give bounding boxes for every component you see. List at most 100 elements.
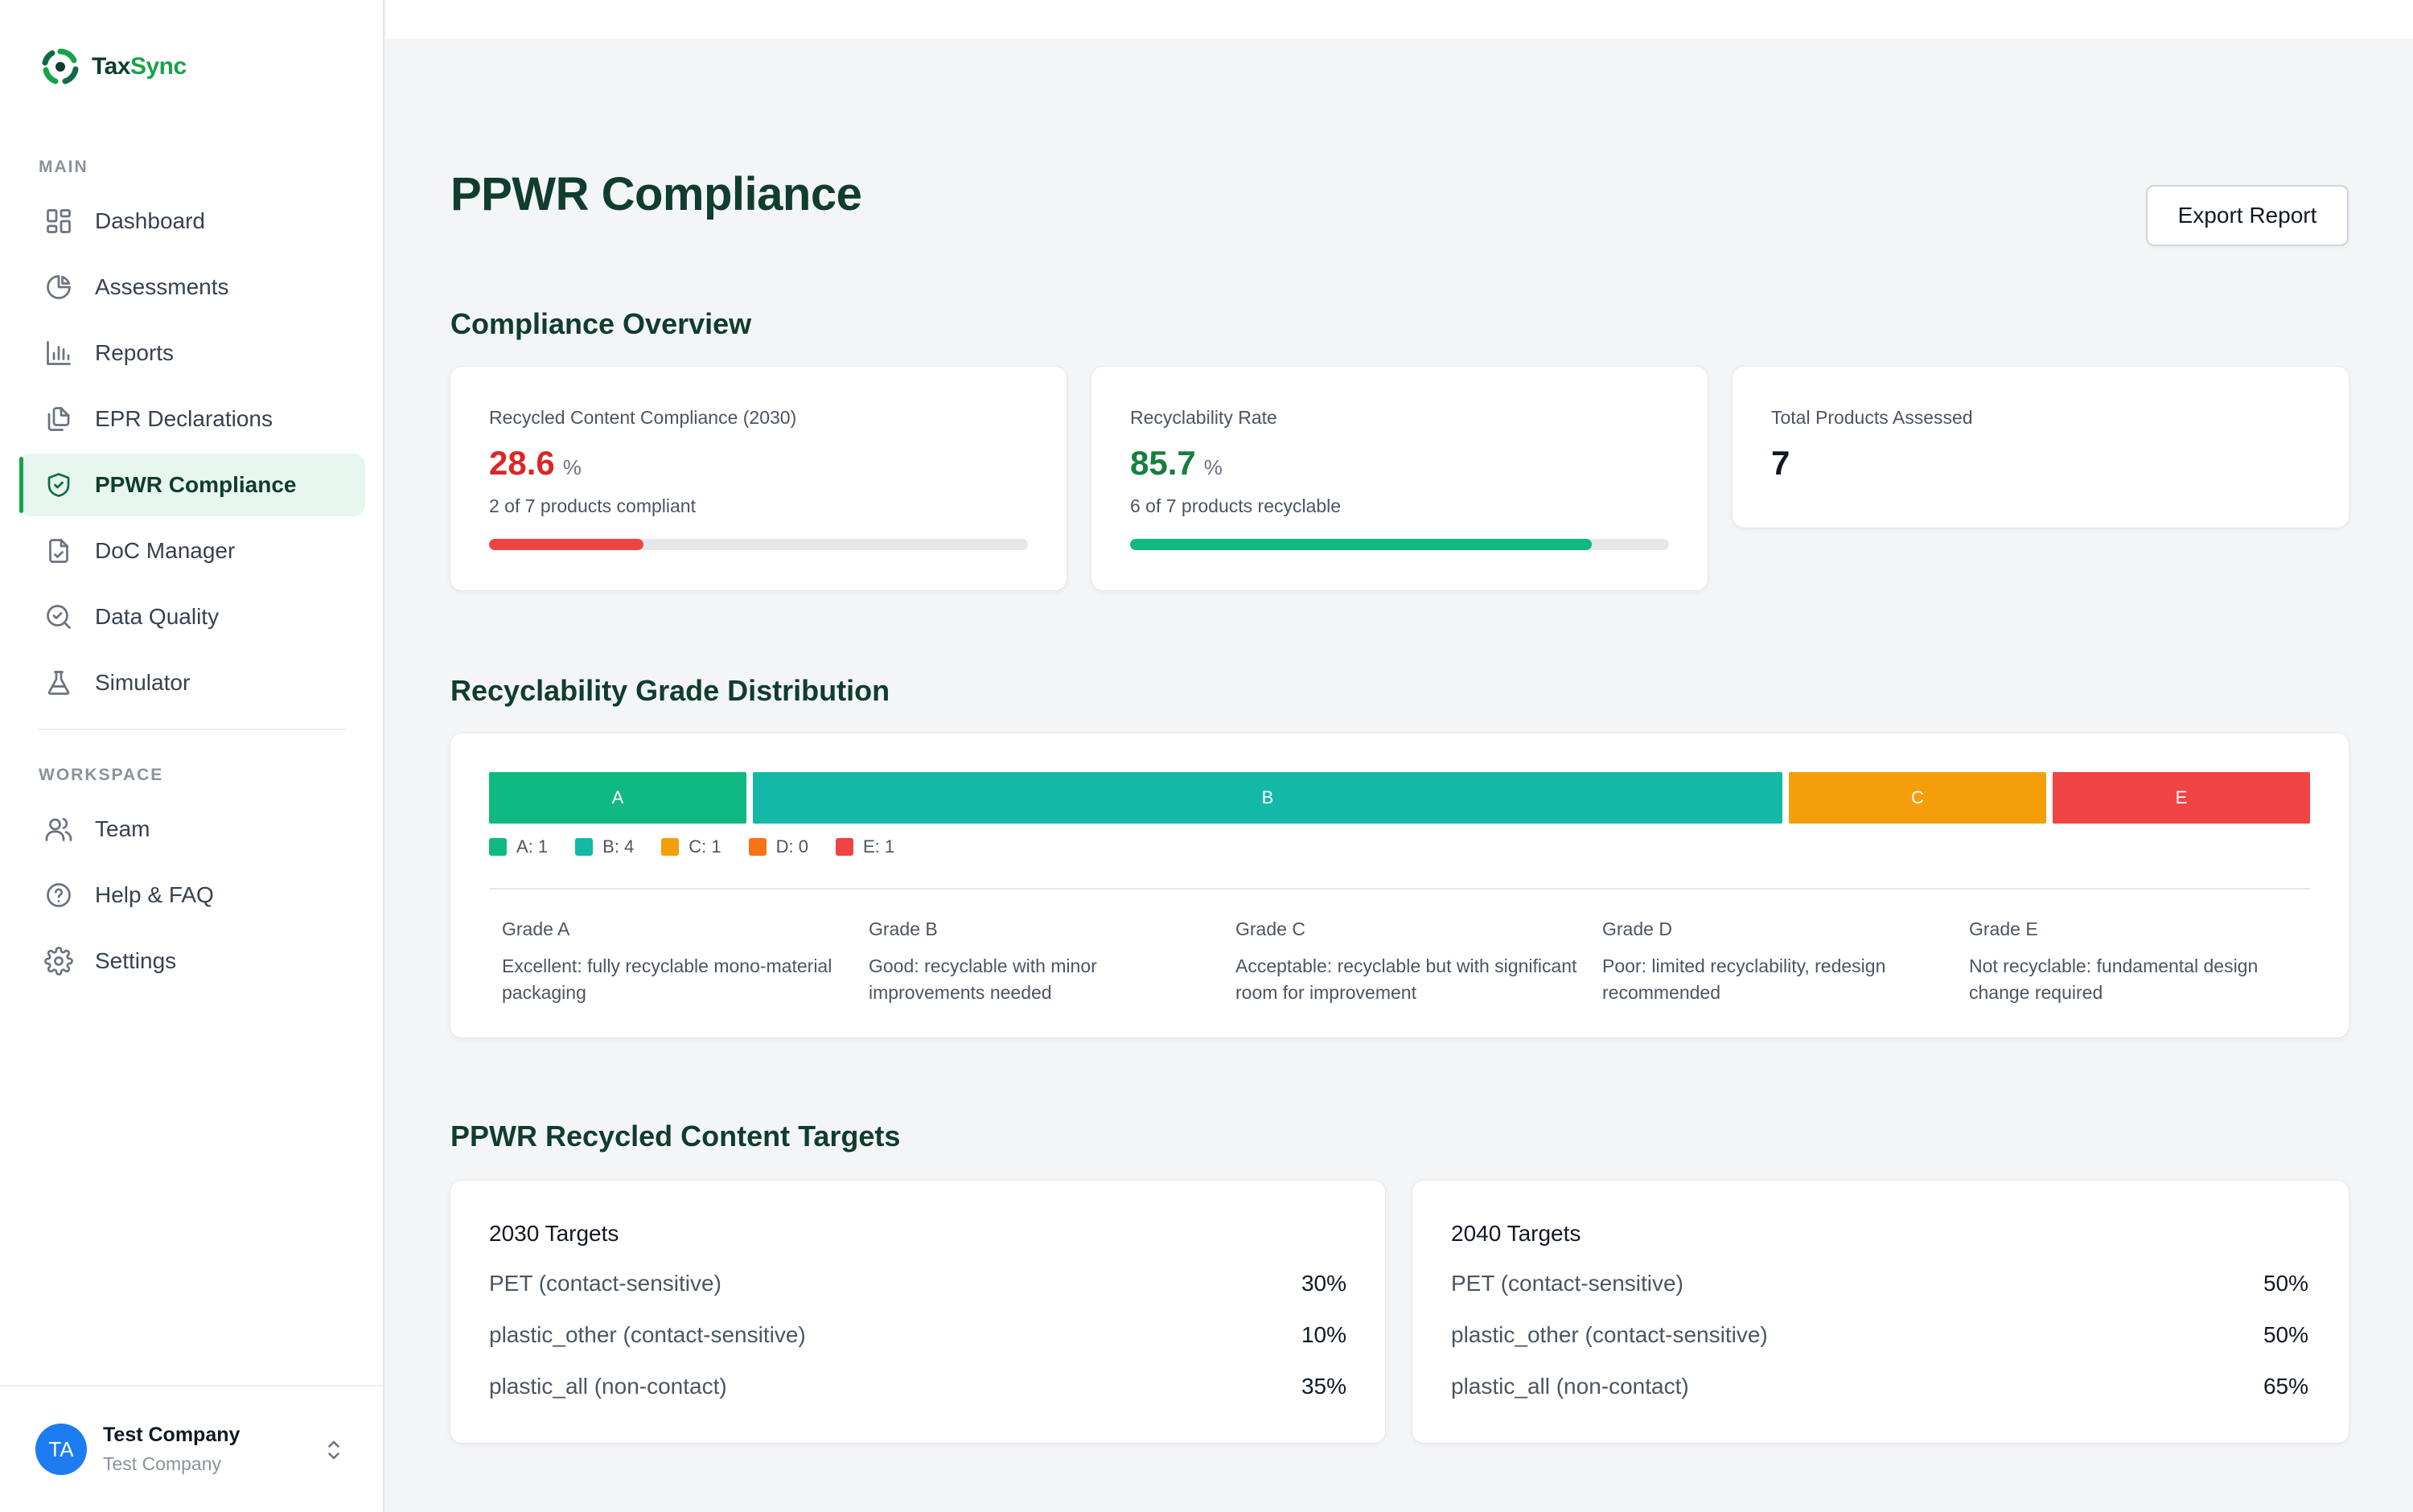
legend-swatch [661, 838, 680, 856]
sidebar-item-label: Settings [95, 948, 177, 973]
sidebar-item-doc-manager[interactable]: DoC Manager [19, 520, 365, 582]
grade-b-description: Grade B Good: recyclable with minor impro… [869, 918, 1097, 1003]
sidebar-item-help-faq[interactable]: Help & FAQ [19, 864, 365, 927]
user-org: Test Company [103, 1453, 222, 1474]
top-bar [386, 0, 2413, 39]
grade-c-description: Grade C Acceptable: recyclable but with s… [1235, 918, 1577, 1003]
stat-value: 28.6% [489, 444, 582, 482]
taxsync-logo-icon [42, 48, 79, 84]
sidebar-item-simulator[interactable]: Simulator [19, 651, 365, 714]
sidebar-item-label: PPWR Compliance [95, 472, 297, 497]
legend-item-b: B: 4 [575, 836, 634, 857]
legend-swatch [489, 838, 507, 856]
legend-item-a: A: 1 [489, 836, 548, 857]
export-report-button[interactable]: Export Report [2146, 185, 2349, 246]
page-title: PPWR Compliance [450, 168, 862, 220]
user-name: Test Company [103, 1424, 240, 1446]
progress-fill [1130, 539, 1593, 550]
sidebar-item-settings[interactable]: Settings [19, 930, 365, 992]
stat-subtext: 2 of 7 products compliant [489, 495, 696, 516]
sidebar-item-ppwr-compliance[interactable]: PPWR Compliance [19, 454, 365, 516]
progress-bar [489, 539, 1028, 550]
stat-label: Recycled Content Compliance (2030) [489, 407, 797, 428]
target-row: plastic_other (contact-sensitive) 10% [489, 1322, 1346, 1347]
brand-logo[interactable]: TaxSync [42, 48, 187, 85]
gear-icon [43, 946, 74, 976]
users-icon [43, 814, 74, 844]
sidebar: TaxSync MAIN Dashboard Assessments Repor… [0, 0, 384, 1512]
help-icon [43, 880, 74, 910]
recyclability-rate-card: Recyclability Rate 85.7% 6 of 7 products… [1091, 367, 1708, 590]
grade-divider [489, 888, 2310, 890]
user-switcher[interactable]: TA Test Company Test Company [0, 1385, 383, 1512]
sidebar-item-dashboard[interactable]: Dashboard [19, 190, 365, 253]
sidebar-item-label: Help & FAQ [95, 882, 214, 907]
workspace-section-label: WORKSPACE [39, 766, 164, 784]
total-products-card: Total Products Assessed 7 [1733, 367, 2349, 528]
chevron-up-down-icon[interactable] [322, 1438, 346, 1462]
grade-segment-a[interactable]: A [489, 772, 746, 824]
sidebar-divider [39, 729, 346, 730]
bar-chart-icon [43, 338, 74, 368]
main-section-label: MAIN [39, 158, 88, 176]
documents-icon [43, 404, 74, 434]
stat-value: 85.7% [1130, 444, 1223, 482]
sidebar-item-label: Team [95, 816, 150, 841]
targets-2030-card: 2030 Targets PET (contact-sensitive) 30% … [450, 1181, 1385, 1443]
file-check-icon [43, 536, 74, 566]
grade-e-description: Grade E Not recyclable: fundamental desig… [1969, 918, 2259, 1003]
progress-fill [489, 539, 643, 550]
brand-name: TaxSync [92, 53, 187, 80]
targets-title: 2030 Targets [489, 1221, 619, 1246]
progress-bar [1130, 539, 1669, 550]
stat-value: 7 [1771, 444, 1790, 482]
stat-label: Total Products Assessed [1771, 407, 1973, 428]
grade-segment-c[interactable]: C [1789, 772, 2046, 824]
sidebar-item-label: Assessments [95, 274, 229, 299]
grade-legend: A: 1 B: 4 C: 1 D: 0 E: 1 [489, 836, 894, 857]
stat-subtext: 6 of 7 products recyclable [1130, 495, 1342, 516]
grade-segment-b[interactable]: B [753, 772, 1782, 824]
compliance-overview-heading: Compliance Overview [450, 307, 752, 340]
dashboard-icon [43, 206, 74, 236]
target-row: plastic_all (non-contact) 65% [1451, 1374, 2308, 1399]
sidebar-item-label: Simulator [95, 670, 191, 695]
target-row: plastic_other (contact-sensitive) 50% [1451, 1322, 2308, 1347]
grade-distribution-heading: Recyclability Grade Distribution [450, 674, 890, 707]
sidebar-item-team[interactable]: Team [19, 798, 365, 861]
sidebar-item-label: DoC Manager [95, 538, 236, 563]
flask-icon [43, 668, 74, 698]
grade-a-description: Grade A Excellent: fully recyclable mono-… [502, 918, 832, 1003]
stat-label: Recyclability Rate [1130, 407, 1277, 428]
legend-swatch [836, 838, 853, 856]
sidebar-item-data-quality[interactable]: Data Quality [19, 585, 365, 648]
workspace-nav: Team Help & FAQ Settings [19, 798, 365, 996]
recycled-targets-heading: PPWR Recycled Content Targets [450, 1120, 901, 1152]
avatar: TA [35, 1424, 87, 1475]
shield-check-icon [43, 470, 74, 500]
grade-segment-e[interactable]: E [2053, 772, 2310, 824]
grade-d-description: Grade D Poor: limited recyclability, rede… [1602, 918, 1886, 1003]
pie-chart-icon [43, 272, 74, 302]
search-check-icon [43, 602, 74, 632]
sidebar-item-label: Reports [95, 340, 175, 365]
sidebar-item-epr-declarations[interactable]: EPR Declarations [19, 388, 365, 450]
legend-item-c: C: 1 [661, 836, 721, 857]
sidebar-item-reports[interactable]: Reports [19, 322, 365, 384]
target-row: plastic_all (non-contact) 35% [489, 1374, 1346, 1399]
legend-swatch [575, 838, 594, 856]
legend-swatch [748, 838, 767, 856]
targets-2040-card: 2040 Targets PET (contact-sensitive) 50% … [1412, 1181, 2349, 1443]
sidebar-item-label: Dashboard [95, 208, 205, 233]
sidebar-item-label: EPR Declarations [95, 406, 273, 431]
target-row: PET (contact-sensitive) 30% [489, 1271, 1346, 1296]
sidebar-item-assessments[interactable]: Assessments [19, 256, 365, 318]
targets-title: 2040 Targets [1451, 1221, 1581, 1246]
recycled-content-card: Recycled Content Compliance (2030) 28.6%… [450, 367, 1067, 590]
sidebar-item-label: Data Quality [95, 604, 220, 629]
main-nav: Dashboard Assessments Reports EPR Declar… [19, 190, 365, 717]
target-row: PET (contact-sensitive) 50% [1451, 1271, 2308, 1296]
legend-item-e: E: 1 [836, 836, 894, 857]
